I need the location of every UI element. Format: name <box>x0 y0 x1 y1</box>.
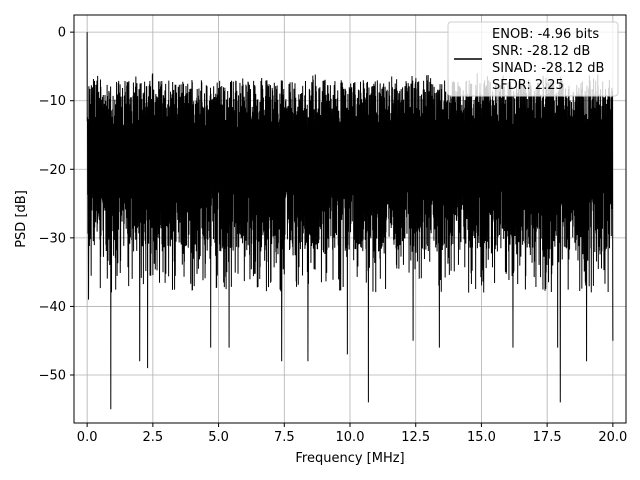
y-axis-label: PSD [dB] <box>14 190 29 248</box>
x-tick-label: 5.0 <box>208 430 229 445</box>
y-tick-label: −40 <box>39 300 66 315</box>
x-tick-label: 0.0 <box>77 430 98 445</box>
y-axis-ticks: 0 −10 −20 −30 −40 −50 <box>39 26 74 384</box>
legend: ENOB: -4.96 bits SNR: -28.12 dB SINAD: -… <box>447 21 619 97</box>
x-tick-label: 20.0 <box>598 430 627 445</box>
y-tick-label: −10 <box>39 94 66 109</box>
psd-series <box>86 32 614 410</box>
x-axis-ticks: 0.0 2.5 5.0 7.5 10.0 12.5 15.0 17.5 20.0 <box>77 423 627 445</box>
y-tick-label: 0 <box>58 26 66 41</box>
x-tick-label: 2.5 <box>143 430 164 445</box>
legend-box <box>447 21 619 97</box>
legend-sinad: SINAD: -28.12 dB <box>492 61 604 76</box>
legend-sfdr: SFDR: 2.25 <box>492 78 564 93</box>
x-tick-label: 17.5 <box>533 430 562 445</box>
x-axis-label: Frequency [MHz] <box>295 451 404 466</box>
y-tick-label: −30 <box>39 231 66 246</box>
y-tick-label: −50 <box>39 369 66 384</box>
legend-snr: SNR: -28.12 dB <box>492 44 590 59</box>
legend-enob: ENOB: -4.96 bits <box>492 27 599 42</box>
x-tick-label: 10.0 <box>336 430 365 445</box>
x-tick-label: 7.5 <box>274 430 295 445</box>
x-tick-label: 15.0 <box>467 430 496 445</box>
psd-line <box>86 32 614 410</box>
y-tick-label: −20 <box>39 163 66 178</box>
x-tick-label: 12.5 <box>401 430 430 445</box>
